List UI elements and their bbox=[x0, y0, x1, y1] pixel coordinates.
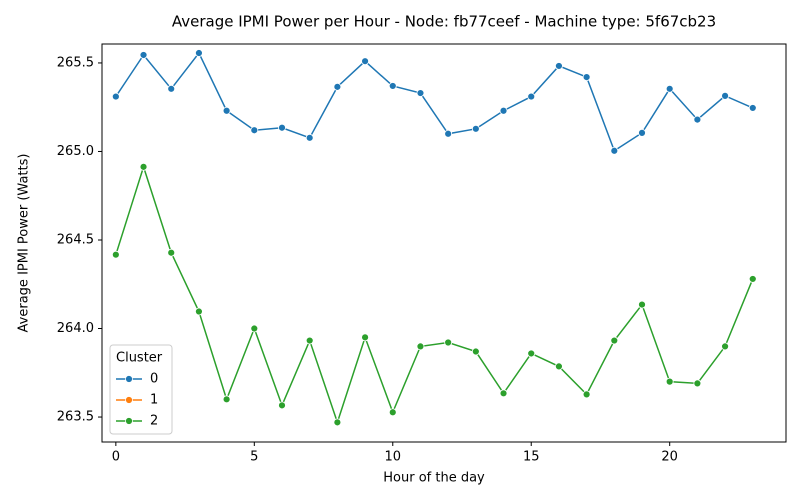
point bbox=[471, 124, 480, 133]
point bbox=[195, 49, 203, 57]
point bbox=[250, 126, 259, 135]
x-axis-label: Hour of the day bbox=[383, 471, 485, 486]
point bbox=[693, 115, 702, 124]
point bbox=[638, 128, 646, 137]
y-axis-label: Average IPMI Power (Watts) bbox=[17, 154, 32, 333]
point bbox=[195, 307, 203, 316]
point bbox=[111, 250, 120, 259]
legend-label: 0 bbox=[150, 372, 158, 387]
point bbox=[139, 162, 148, 171]
x-tick-label: 15 bbox=[523, 450, 540, 465]
point bbox=[111, 92, 120, 101]
legend-box bbox=[109, 344, 173, 435]
legend-marker bbox=[125, 396, 133, 404]
point bbox=[555, 62, 563, 70]
point bbox=[721, 91, 729, 100]
point bbox=[305, 336, 314, 345]
point bbox=[222, 395, 231, 404]
point bbox=[361, 57, 369, 66]
point bbox=[139, 51, 148, 59]
legend-label: 1 bbox=[150, 393, 158, 408]
point bbox=[555, 362, 563, 371]
x-tick-label: 20 bbox=[661, 450, 678, 465]
point bbox=[471, 347, 480, 356]
x-tick-label: 0 bbox=[112, 450, 120, 465]
point bbox=[278, 401, 286, 410]
x-tick-label: 5 bbox=[250, 450, 258, 465]
point bbox=[582, 390, 591, 399]
point bbox=[167, 248, 176, 257]
chart-title: Average IPMI Power per Hour - Node: fb77… bbox=[172, 13, 716, 31]
point bbox=[222, 106, 231, 115]
point bbox=[361, 333, 369, 342]
point bbox=[499, 389, 508, 398]
point bbox=[527, 349, 536, 358]
point bbox=[748, 275, 757, 283]
point bbox=[388, 408, 397, 417]
point bbox=[721, 342, 729, 351]
point bbox=[499, 106, 508, 115]
point bbox=[278, 123, 286, 132]
point bbox=[610, 336, 619, 345]
y-tick-label: 264.0 bbox=[57, 321, 94, 336]
legend-title: Cluster bbox=[116, 351, 163, 366]
point bbox=[665, 377, 674, 386]
point bbox=[416, 89, 425, 97]
point bbox=[582, 73, 591, 82]
y-tick-label: 263.5 bbox=[57, 410, 94, 425]
x-tick-label: 10 bbox=[384, 450, 401, 465]
point bbox=[388, 82, 397, 90]
point bbox=[665, 84, 674, 93]
legend-marker bbox=[125, 417, 133, 425]
y-tick-label: 265.5 bbox=[57, 55, 94, 70]
point bbox=[416, 342, 425, 351]
legend: Cluster 0 1 2 bbox=[109, 344, 173, 435]
point bbox=[305, 133, 314, 142]
legend-marker bbox=[125, 375, 133, 383]
point bbox=[444, 129, 453, 138]
legend-label: 2 bbox=[150, 414, 158, 429]
point bbox=[527, 92, 536, 101]
point bbox=[333, 418, 342, 427]
point bbox=[693, 379, 702, 388]
point bbox=[610, 146, 619, 155]
y-tick-label: 265.0 bbox=[57, 144, 94, 159]
point bbox=[167, 84, 176, 93]
point bbox=[333, 82, 342, 91]
series-line bbox=[115, 51, 754, 152]
point bbox=[444, 338, 453, 347]
point bbox=[250, 324, 259, 333]
point bbox=[638, 300, 646, 309]
point bbox=[748, 104, 757, 112]
series-line bbox=[115, 164, 754, 425]
y-tick-label: 264.5 bbox=[57, 232, 94, 247]
plot-frame bbox=[101, 43, 787, 443]
